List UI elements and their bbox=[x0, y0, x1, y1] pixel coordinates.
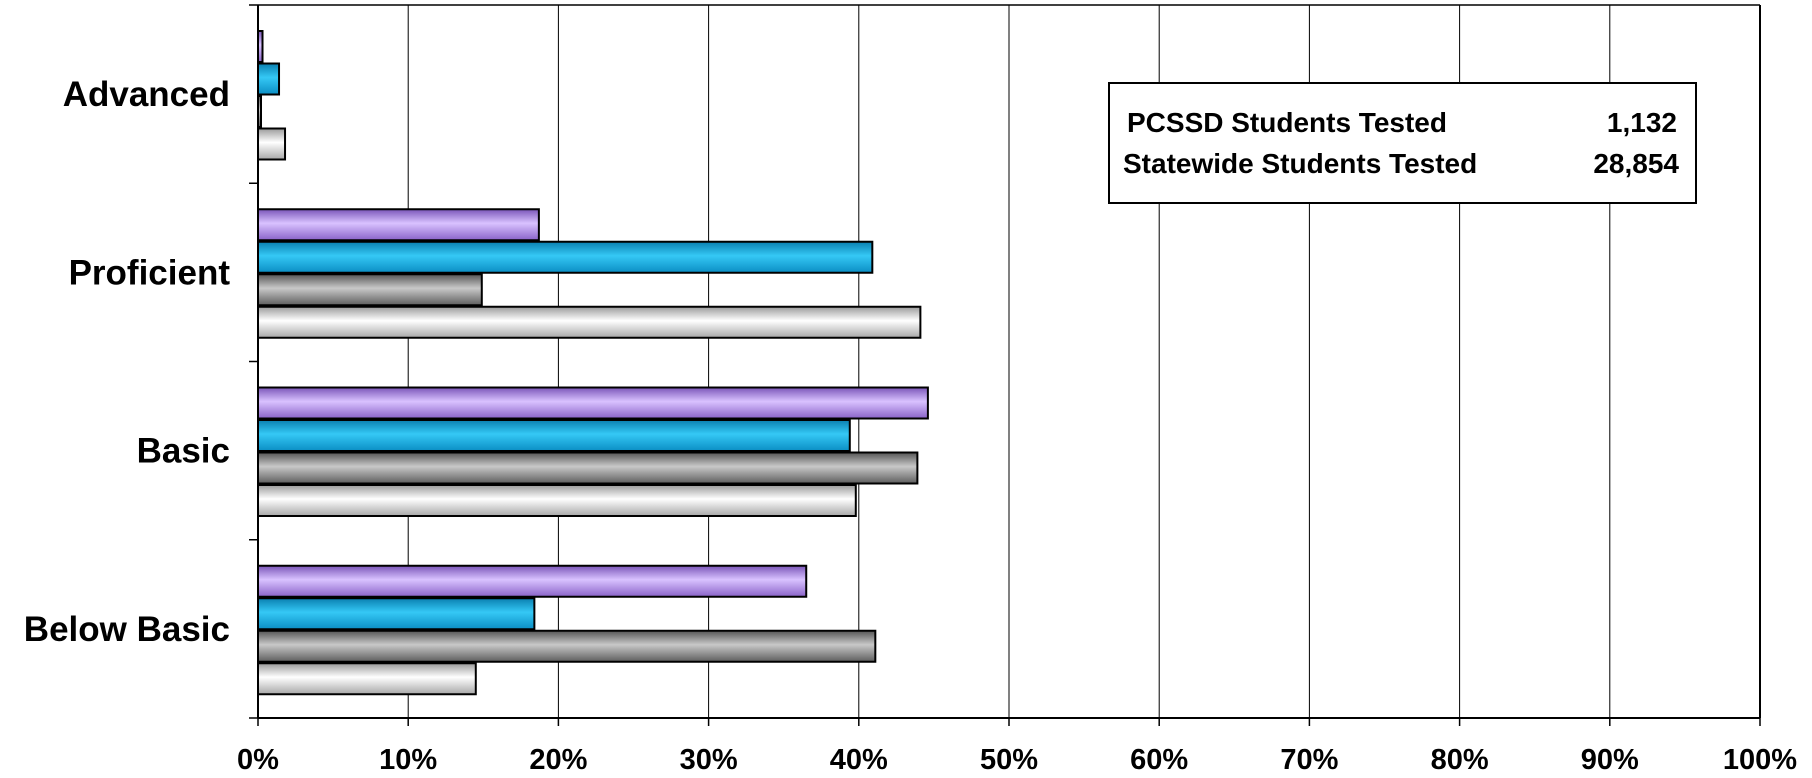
category-labels: Advanced Proficient Basic Below Basic bbox=[24, 75, 231, 649]
category-label: Proficient bbox=[69, 253, 231, 292]
x-tick-label: 20% bbox=[529, 744, 587, 776]
x-tick-label: 30% bbox=[680, 744, 738, 776]
x-tick-label: 50% bbox=[980, 744, 1038, 776]
info-box-row-label: Statewide Students Tested bbox=[1123, 148, 1477, 179]
x-tick-label: 70% bbox=[1280, 744, 1338, 776]
bar bbox=[257, 451, 919, 485]
x-tick-label: 0% bbox=[237, 744, 279, 776]
info-box-row-value: 1,132 bbox=[1607, 107, 1677, 138]
bars bbox=[257, 30, 929, 696]
bar bbox=[257, 30, 264, 63]
category-label: Advanced bbox=[63, 75, 230, 114]
bar bbox=[257, 127, 287, 161]
x-tick-label: 80% bbox=[1431, 744, 1489, 776]
bar bbox=[257, 240, 874, 274]
bar bbox=[257, 419, 851, 452]
info-box-row-label: PCSSD Students Tested bbox=[1127, 107, 1447, 138]
info-box-frame bbox=[1108, 82, 1697, 204]
bar bbox=[257, 564, 808, 598]
x-tick-label: 10% bbox=[379, 744, 437, 776]
x-tick-label: 90% bbox=[1581, 744, 1639, 776]
category-label: Basic bbox=[137, 432, 230, 471]
bar bbox=[257, 386, 929, 420]
x-tick-labels: 0% 10% 20% 30% 40% 50% 60% 70% 80% 90% 100% bbox=[237, 744, 1797, 776]
info-box-row-value: 28,854 bbox=[1593, 148, 1679, 179]
bar bbox=[257, 484, 857, 517]
bar bbox=[257, 305, 922, 339]
category-label: Below Basic bbox=[24, 610, 230, 649]
x-tick-label: 40% bbox=[830, 744, 888, 776]
bar bbox=[257, 208, 540, 242]
bar bbox=[257, 95, 263, 128]
x-tick-label: 100% bbox=[1723, 744, 1797, 776]
bar bbox=[257, 62, 281, 96]
bar bbox=[257, 629, 877, 663]
x-tick-label: 60% bbox=[1130, 744, 1188, 776]
info-box: PCSSD Students Tested 1,132 Statewide St… bbox=[1108, 82, 1697, 204]
bar bbox=[257, 273, 483, 307]
bar bbox=[257, 662, 477, 696]
bar bbox=[257, 597, 536, 631]
